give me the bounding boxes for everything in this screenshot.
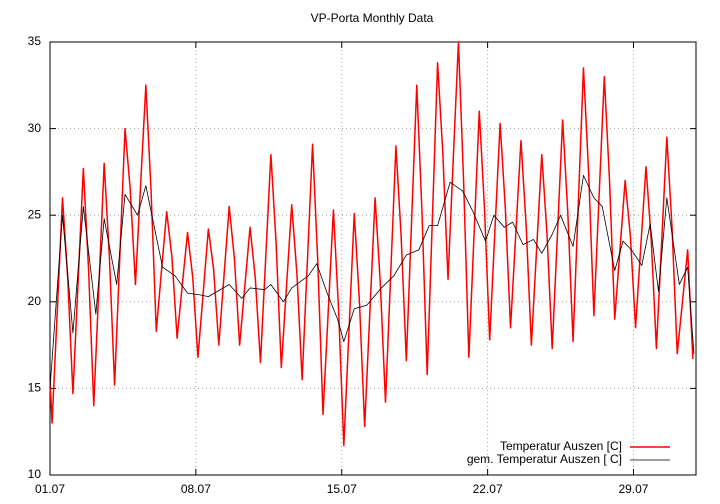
y-tick-label: 15 xyxy=(28,381,42,395)
x-tick-label: 29.07 xyxy=(618,482,648,496)
chart-title: VP-Porta Monthly Data xyxy=(311,11,434,25)
x-tick-label: 01.07 xyxy=(35,482,65,496)
legend-label: gem. Temperatur Auszen [ C] xyxy=(467,452,622,466)
y-tick-label: 25 xyxy=(28,207,42,221)
legend-label: Temperatur Auszen [C] xyxy=(500,439,622,453)
x-tick-label: 15.07 xyxy=(327,482,357,496)
y-tick-label: 35 xyxy=(28,34,42,48)
series-line xyxy=(49,41,694,447)
x-tick-label: 08.07 xyxy=(181,482,211,496)
x-tick-label: 22.07 xyxy=(473,482,503,496)
y-tick-label: 20 xyxy=(28,294,42,308)
series-line xyxy=(49,174,695,389)
y-tick-label: 10 xyxy=(28,467,42,481)
plot-frame xyxy=(49,41,697,476)
y-tick-label: 30 xyxy=(28,121,42,135)
